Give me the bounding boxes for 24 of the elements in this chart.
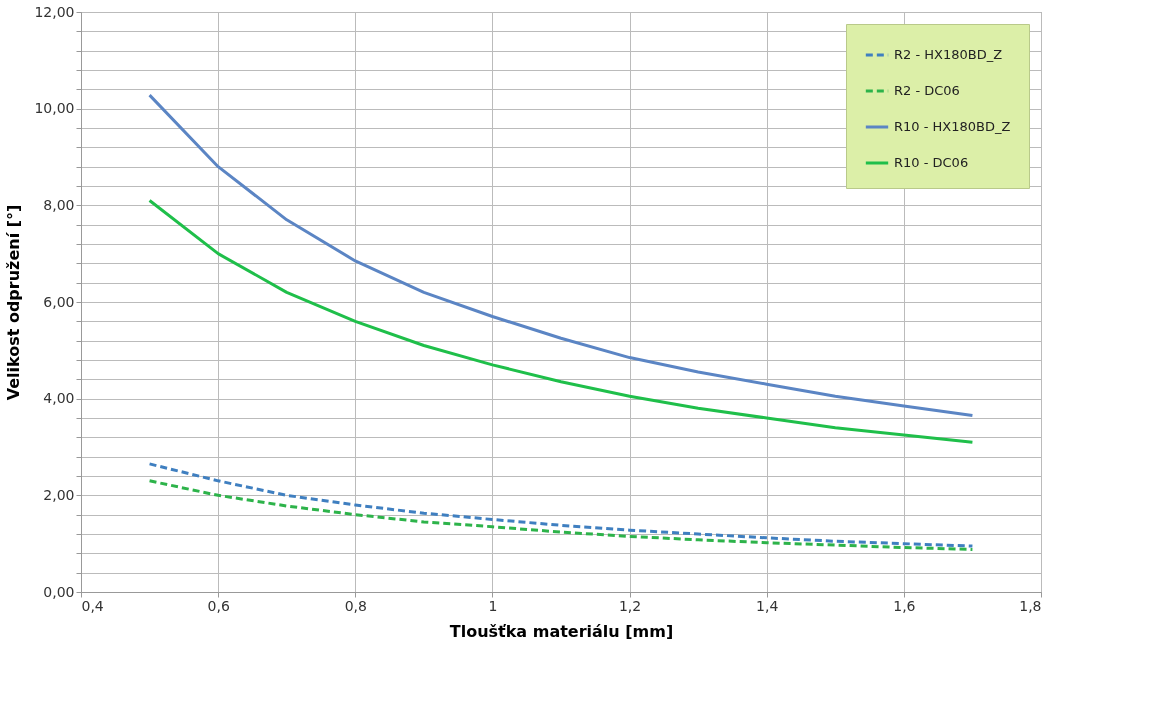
line-series [148,479,974,551]
x-tick-label: 0,6 [207,597,230,614]
x-tick-label: 1,8 [1019,597,1042,614]
x-tick-label: 1 [488,597,498,614]
legend-label: R10 - HX180BD_Z [894,119,1011,134]
y-tick-label: 10,00 [34,100,75,117]
x-tick-label: 1,6 [893,597,916,614]
y-axis-title: Velikost odpružení [°] [4,204,24,401]
legend-label: R2 - HX180BD_Z [894,47,1003,62]
y-tick-label: 12,00 [34,3,75,20]
y-tick-label: 4,00 [43,390,75,407]
y-tick-label: 6,00 [43,293,75,310]
y-tick-label: 0,00 [43,583,75,600]
x-tick-label: 0,4 [81,597,104,614]
x-tick-label: 1,4 [756,597,779,614]
y-tick-label: 2,00 [43,486,75,503]
x-axis-title: Tloušťka materiálu [mm] [449,621,674,641]
y-tick-label: 8,00 [43,196,75,213]
x-tick-label: 0,8 [344,597,367,614]
line-series [148,462,974,548]
x-tick-label: 1,2 [618,597,642,614]
legend-label: R10 - DC06 [894,155,969,170]
legend-label: R2 - DC06 [894,83,960,98]
line-series [148,199,974,444]
